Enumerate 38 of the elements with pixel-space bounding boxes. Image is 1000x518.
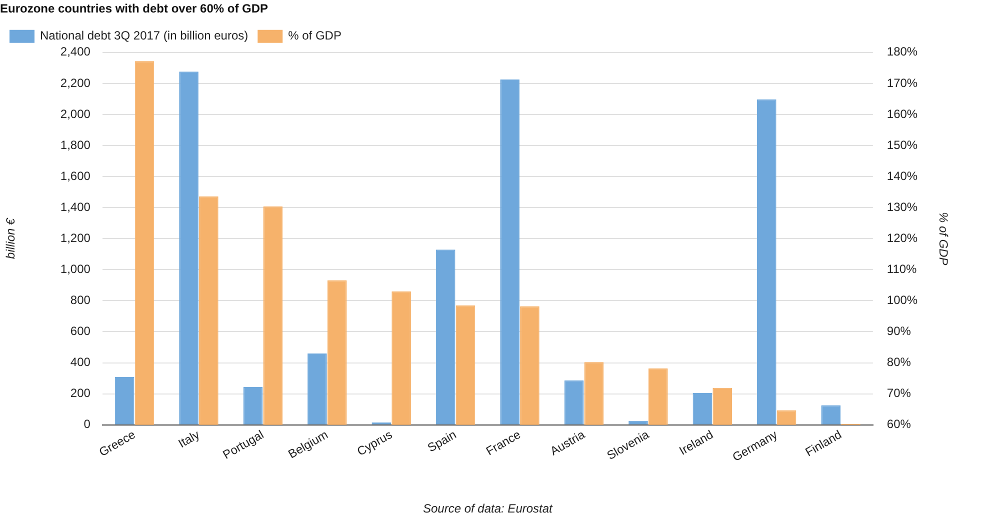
- y2-tick-label: 160%: [886, 106, 918, 121]
- y2-tick-label: 150%: [886, 138, 918, 152]
- y-tick-label: 800: [70, 293, 91, 308]
- bar: [756, 99, 776, 424]
- y-tick-label: 1,200: [60, 230, 91, 245]
- y2-tick-label: 180%: [886, 44, 918, 59]
- y-tick-label: 2,200: [60, 76, 91, 90]
- y2-tick-label: 80%: [886, 355, 912, 370]
- y-tick-label: 0: [84, 417, 91, 432]
- bar: [243, 386, 263, 424]
- legend-label: % of GDP: [288, 28, 342, 43]
- y2-tick-label: 100%: [886, 293, 918, 308]
- y2-tick-label: 60%: [886, 417, 912, 432]
- bar: [500, 80, 520, 424]
- y2-tick-label: 120%: [886, 230, 918, 245]
- y2-tick-label: 110%: [886, 262, 918, 276]
- y-tick-label: 1,800: [60, 138, 91, 152]
- legend-label: National debt 3Q 2017 (in billion euros): [40, 28, 248, 43]
- y-axis-title: billion €: [4, 216, 18, 259]
- y-tick-label: 600: [70, 324, 91, 338]
- x-tick-label: Spain: [425, 427, 459, 455]
- chart-title: Eurozone countries with debt over 60% of GDP: [0, 2, 268, 16]
- source-note: Source of data: Eurostat: [422, 501, 554, 516]
- y-tick-label: 400: [70, 355, 91, 370]
- y2-tick-label: 70%: [886, 386, 912, 400]
- y2-tick-label: 90%: [886, 324, 912, 338]
- y2-tick-label: 170%: [886, 76, 918, 90]
- y-tick-label: 200: [70, 386, 91, 400]
- y2-tick-label: 130%: [886, 200, 918, 214]
- y2-axis-title: % of GDP: [936, 212, 950, 266]
- y-tick-label: 2,000: [60, 106, 91, 121]
- y-tick-label: 1,400: [60, 200, 91, 214]
- y-tick-label: 1,600: [60, 168, 91, 183]
- y-tick-label: 1,000: [60, 262, 91, 276]
- y-tick-label: 2,400: [60, 44, 91, 59]
- x-tick-label: Italy: [176, 427, 202, 451]
- bar: [114, 377, 134, 424]
- y2-tick-label: 140%: [886, 168, 918, 183]
